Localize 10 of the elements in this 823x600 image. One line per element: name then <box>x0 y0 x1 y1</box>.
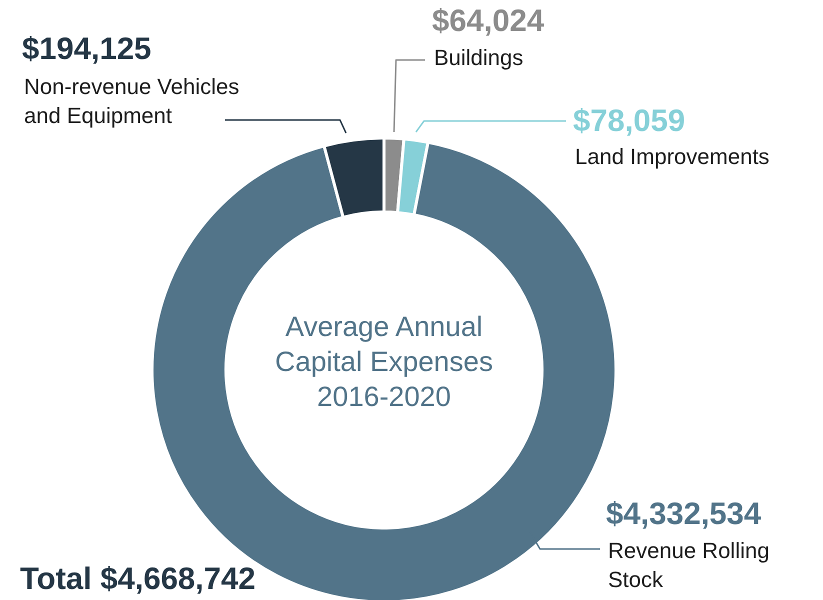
data-label: $78,059 <box>573 103 686 138</box>
slice-label: Land Improvements <box>575 144 770 169</box>
slice-label: Buildings <box>434 45 524 70</box>
text: Total $4,668,742 <box>20 561 256 596</box>
text: Average Annual Capital Expenses 2016-2020 <box>275 311 493 412</box>
slice-label: Revenue Rolling Stock <box>608 538 770 592</box>
data-label: $64,024 <box>432 3 545 38</box>
data-label: $4,332,534 <box>606 496 762 531</box>
data-label: $194,125 <box>22 31 152 66</box>
slice-label: Non-revenue Vehicles and Equipment <box>24 74 240 128</box>
